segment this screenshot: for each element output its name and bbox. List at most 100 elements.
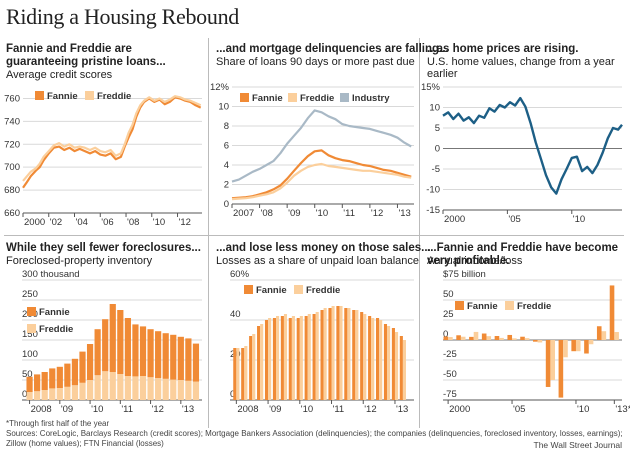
losses-bar-fannie xyxy=(272,318,276,400)
credit-x-tick-label: '10 xyxy=(153,217,165,228)
credit-subtitle: Average credit scores xyxy=(6,69,113,81)
foreclosed-bar-fannie xyxy=(170,334,177,380)
losses-bar-fannie xyxy=(383,324,388,400)
homes-y-tick-label: -10 xyxy=(426,185,440,196)
foreclosed-bar-fannie xyxy=(185,338,192,381)
income-x-tick-label: '10 xyxy=(577,404,589,415)
delinq-x-tick-label: '10 xyxy=(316,208,328,219)
losses-bar-freddie xyxy=(355,310,359,400)
income-bar-freddie xyxy=(563,340,568,358)
foreclosed-bar-fannie xyxy=(86,344,94,380)
foreclosed-bar-freddie xyxy=(139,376,147,400)
homes-x-tick-label: '05 xyxy=(508,214,520,225)
income-y-tick-label: 50 xyxy=(443,289,454,300)
income-bar-freddie xyxy=(524,338,530,340)
foreclosed-bar-fannie xyxy=(162,333,169,379)
foreclosed-bar-freddie xyxy=(56,388,63,400)
delinq-y-tick-label: 6 xyxy=(224,141,229,152)
income-title: ...Fannie and Freddie have become very p… xyxy=(427,242,619,267)
losses-bar-freddie xyxy=(394,332,399,400)
delinq-x-tick-label: '11 xyxy=(343,208,355,219)
credit-series-freddie xyxy=(22,95,202,182)
losses-bar-fannie xyxy=(296,318,300,400)
foreclosed-bar-fannie xyxy=(64,363,71,387)
income-bar-fannie xyxy=(545,340,551,387)
foreclosed-bar-fannie xyxy=(49,368,56,389)
income-bar-fannie xyxy=(609,285,615,340)
foreclosed-bar-fannie xyxy=(56,366,63,388)
foreclosed-bar-fannie xyxy=(102,319,109,372)
foreclosed-legend-swatch xyxy=(27,324,36,333)
credit-x-tick-label: '06 xyxy=(101,217,113,228)
losses-bar-fannie xyxy=(288,318,292,400)
foreclosed-bar-freddie xyxy=(185,380,192,400)
losses-bar-freddie xyxy=(402,340,406,400)
credit-y-tick-label: 760 xyxy=(4,93,20,104)
losses-y-tick-label: 0 xyxy=(230,389,235,400)
credit-legend-label: Fannie xyxy=(47,91,78,102)
losses-x-tick-label: '11 xyxy=(333,404,345,415)
delinq-y-tick-label: 0 xyxy=(224,199,229,210)
losses-bar-fannie xyxy=(336,306,340,400)
losses-bar-fannie xyxy=(368,316,372,400)
losses-legend-label: Fannie xyxy=(256,285,287,296)
foreclosed-bar-freddie xyxy=(34,391,41,400)
losses-bar-freddie xyxy=(379,320,383,400)
losses-bar-fannie xyxy=(249,336,253,400)
foreclosed-bar-fannie xyxy=(94,329,101,376)
losses-bar-freddie xyxy=(387,326,391,400)
homes-series-u-s-home-values xyxy=(442,96,623,195)
foreclosed-y-tick-label: 50 xyxy=(22,369,33,380)
income-bar-freddie xyxy=(486,336,492,340)
divider-vertical-right xyxy=(419,38,420,428)
income-bar-freddie xyxy=(614,332,619,340)
foreclosed-x-tick-label: '09 xyxy=(61,404,73,415)
homes-subtitle: U.S. home values, change from a year ear… xyxy=(427,56,615,80)
foreclosed-bar-freddie xyxy=(124,376,131,400)
income-bar-fannie xyxy=(520,336,525,340)
income-x-tick-label: '13* xyxy=(615,404,630,415)
income-subtitle: Annual income/loss xyxy=(427,255,523,267)
foreclosed-bar-fannie xyxy=(109,304,116,372)
credit-title: Fannie and Freddie are guaranteeing pris… xyxy=(6,43,166,68)
foreclosed-bar-fannie xyxy=(192,343,200,382)
losses-bar-fannie xyxy=(320,310,324,400)
foreclosed-bar-freddie xyxy=(86,380,94,400)
divider-horizontal xyxy=(4,235,624,236)
losses-x-tick-label: '09 xyxy=(269,404,281,415)
income-legend-label: Fannie xyxy=(467,301,498,312)
delinq-legend-swatch xyxy=(240,93,249,102)
income-y-tick-label: -75 xyxy=(443,389,457,400)
foreclosed-y-tick-label: 150 xyxy=(22,329,38,340)
losses-bar-fannie xyxy=(376,318,380,400)
income-bar-fannie xyxy=(533,340,538,342)
credit-y-tick-label: 680 xyxy=(4,185,20,196)
delinq-x-tick-label: '08 xyxy=(261,208,273,219)
credit-y-tick-label: 740 xyxy=(4,116,20,127)
losses-bar-fannie xyxy=(304,316,308,400)
delinq-legend-swatch xyxy=(288,93,297,102)
delinq-legend-label: Freddie xyxy=(300,93,334,104)
credit-legend-swatch xyxy=(85,91,94,100)
homes-y-tick-label: -5 xyxy=(432,164,440,175)
sources-line-1: Sources: CoreLogic, Barclays Research (c… xyxy=(6,429,623,438)
delinq-y-tick-label: 8 xyxy=(224,121,229,132)
losses-bar-freddie xyxy=(307,314,311,400)
income-bar-fannie xyxy=(494,336,500,340)
foreclosed-x-tick-label: '12 xyxy=(152,404,164,415)
foreclosed-bar-fannie xyxy=(26,376,33,392)
homes-x-tick-label: 2000 xyxy=(444,214,465,225)
foreclosed-bar-fannie xyxy=(34,374,41,392)
income-bar-fannie xyxy=(469,336,474,340)
foreclosed-bar-freddie xyxy=(79,382,86,400)
losses-bar-freddie xyxy=(283,314,288,400)
foreclosed-x-tick-label: 2008 xyxy=(31,404,52,415)
foreclosed-bar-freddie xyxy=(26,392,33,400)
credit-line: The Wall Street Journal xyxy=(533,440,623,450)
losses-bar-fannie xyxy=(312,314,316,400)
delinq-legend-label: Fannie xyxy=(252,93,283,104)
foreclosed-bar-fannie xyxy=(139,326,147,376)
losses-bar-fannie xyxy=(360,312,364,400)
losses-bar-freddie xyxy=(315,312,319,400)
income-bar-fannie xyxy=(596,326,602,340)
